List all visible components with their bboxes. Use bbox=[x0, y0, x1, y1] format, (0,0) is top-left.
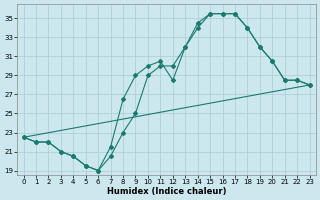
X-axis label: Humidex (Indice chaleur): Humidex (Indice chaleur) bbox=[107, 187, 226, 196]
